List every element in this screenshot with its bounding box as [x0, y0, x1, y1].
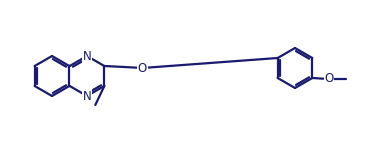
Text: N: N: [83, 89, 91, 102]
Text: O: O: [324, 73, 333, 86]
Text: O: O: [138, 61, 147, 74]
Text: N: N: [83, 49, 91, 62]
